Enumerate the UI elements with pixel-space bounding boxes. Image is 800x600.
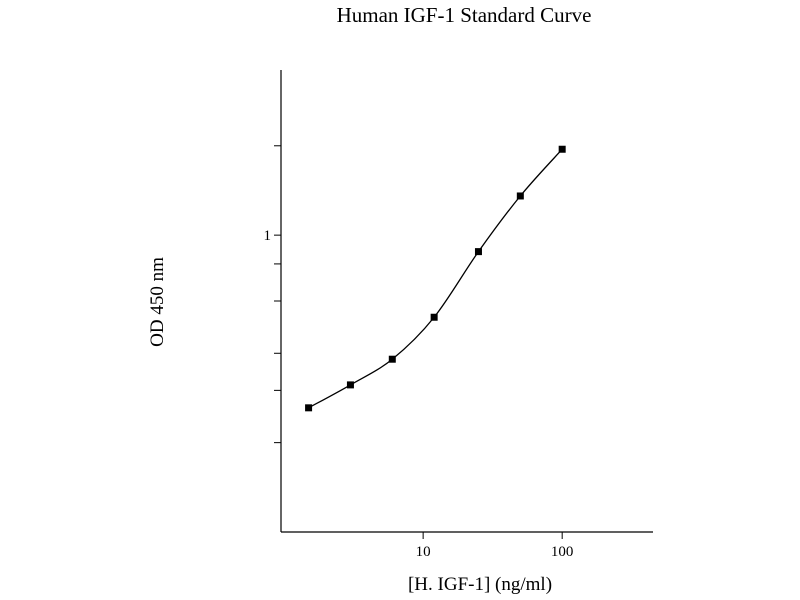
y-axis-ticks: 1 (264, 145, 281, 444)
x-tick-label: 10 (416, 544, 431, 560)
chart-title: Human IGF-1 Standard Curve (337, 3, 592, 27)
y-axis-title: OD 450 nm (147, 257, 168, 347)
data-point (474, 248, 482, 256)
y-tick-label: 1 (264, 228, 272, 244)
series-line (308, 148, 563, 409)
data-point (346, 381, 354, 389)
x-tick-label: 100 (551, 544, 574, 560)
series-layer (305, 145, 566, 412)
x-axis-title: [H. IGF-1] (ng/ml) (408, 574, 552, 595)
x-axis-ticks: 10 100 (416, 532, 574, 560)
data-point (430, 313, 438, 321)
data-point (558, 145, 566, 153)
data-point (305, 404, 313, 412)
data-point (516, 192, 524, 200)
data-point (388, 355, 396, 363)
axes (280, 70, 653, 533)
